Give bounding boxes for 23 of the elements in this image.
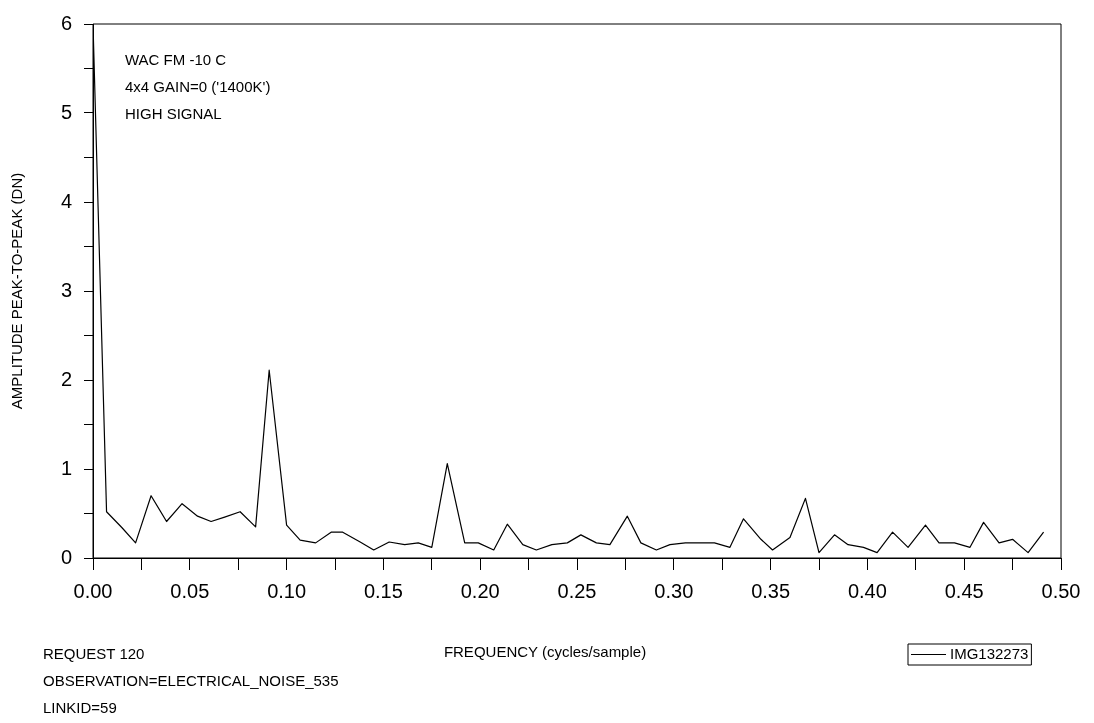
annotation: WAC FM -10 C 4x4 GAIN=0 ('1400K') HIGH SIGNAL: [125, 51, 271, 123]
x-tick-label: 0.45: [944, 579, 984, 602]
x-tick-label: 0.05: [170, 579, 210, 602]
x-tick-label: 0.10: [267, 579, 307, 602]
x-axis-title: FREQUENCY (cycles/sample): [443, 643, 647, 661]
x-tick-label: 0.00: [73, 579, 113, 602]
y-axis-title: AMPLITUDE PEAK-TO-PEAK (DN): [8, 172, 26, 410]
x-tick-label: 0.20: [460, 579, 500, 602]
y-tick-label: 4: [60, 189, 72, 212]
x-tick-label: 0.25: [557, 579, 597, 602]
x-tick-label: 0.15: [363, 579, 403, 602]
y-tick-label: 1: [60, 456, 72, 479]
y-tick-label: 6: [60, 11, 72, 34]
x-tick-label: 0.30: [654, 579, 694, 602]
legend-label: IMG132273: [950, 645, 1029, 663]
text: REQUEST 120 OBSERVATION=ELECTRICAL_NOISE_535 LINKID=59: [43, 645, 339, 717]
x-tick-label: 0.35: [751, 579, 791, 602]
y-tick-label: 0: [60, 545, 72, 568]
y-tick-label: 2: [60, 367, 72, 390]
x-tick-label: 0.50: [1041, 579, 1081, 602]
y-tick-label: 3: [60, 278, 72, 301]
y-tick-label: 5: [60, 100, 72, 123]
x-tick-label: 0.40: [847, 579, 887, 602]
